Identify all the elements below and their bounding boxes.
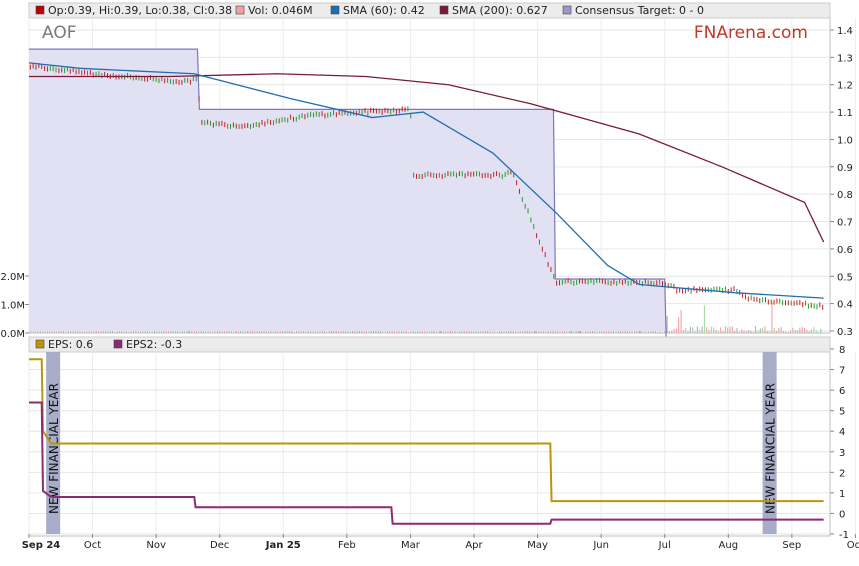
ticker-label: AOF bbox=[42, 23, 77, 43]
x-tick-label: Jul bbox=[658, 540, 671, 551]
sma-lines bbox=[28, 62, 825, 299]
eps-tick-label: 6 bbox=[839, 386, 845, 397]
price-tick-label: 1.0 bbox=[837, 135, 853, 146]
x-tick-label: Sep bbox=[782, 540, 801, 551]
price-tick-label: 1.4 bbox=[837, 26, 853, 37]
legend-label: Vol: 0.046M bbox=[248, 4, 313, 17]
price-legend-bar bbox=[28, 2, 831, 19]
eps-legend-bar bbox=[28, 336, 831, 353]
legend-label: EPS2: -0.3 bbox=[126, 338, 182, 351]
eps-tick-label: 5 bbox=[839, 407, 845, 418]
volume-y-ticks: 0.0M 1.0M 2.0M bbox=[0, 272, 29, 340]
x-tick-label: May bbox=[527, 540, 548, 551]
price-tick-label: 0.4 bbox=[837, 300, 853, 311]
x-tick-label: Oct bbox=[847, 540, 859, 551]
price-tick-label: 1.3 bbox=[837, 53, 853, 64]
x-tick-label: Oct bbox=[84, 540, 101, 551]
sma60-line bbox=[28, 62, 824, 299]
price-tick-label: 0.8 bbox=[837, 190, 853, 201]
eps-y-ticks: -1 0 1 2 3 4 5 6 7 8 bbox=[830, 345, 849, 541]
x-tick-label: Apr bbox=[465, 540, 483, 551]
legend-label: SMA (200): 0.627 bbox=[452, 4, 548, 17]
consensus-target-line bbox=[29, 48, 667, 362]
price-tick-label: 0.9 bbox=[837, 163, 853, 174]
legend-label: EPS: 0.6 bbox=[48, 338, 93, 351]
eps-tick-label: 4 bbox=[839, 427, 845, 438]
eps-panel-frame bbox=[28, 336, 831, 537]
legend-swatch bbox=[35, 5, 45, 15]
legend-label: Op:0.39, Hi:0.39, Lo:0.38, Cl:0.38 bbox=[48, 4, 232, 17]
fnarena-watermark: FNArena.com bbox=[694, 23, 808, 43]
volume-tick-label: 2.0M bbox=[0, 272, 25, 283]
legend-swatch bbox=[562, 5, 572, 15]
x-axis-ticks: Sep 24 Oct Nov Dec Jan 25 Feb Mar Apr May Jun Jul A… bbox=[22, 534, 859, 551]
legend-swatch bbox=[113, 339, 123, 349]
price-tick-label: 1.1 bbox=[837, 108, 853, 119]
legend-swatch bbox=[35, 339, 45, 349]
price-legend: Op:0.39, Hi:0.39, Lo:0.38, Cl:0.38 Vol: 0… bbox=[35, 4, 704, 17]
volume-tick-label: 0.0M bbox=[0, 329, 25, 340]
financial-year-label: NEW FINANCIAL YEAR bbox=[764, 383, 778, 514]
price-tick-label: 0.3 bbox=[837, 327, 853, 338]
x-tick-label: Sep 24 bbox=[22, 540, 61, 551]
legend-swatch bbox=[330, 5, 340, 15]
price-y-ticks: 0.3 0.4 0.5 0.6 0.7 0.8 0.9 1.0 1.1 1.2 1.3 1.4 bbox=[830, 26, 853, 338]
legend-swatch bbox=[235, 5, 245, 15]
eps-tick-label: -1 bbox=[839, 530, 849, 541]
x-tick-label: Dec bbox=[210, 540, 229, 551]
x-tick-label: Nov bbox=[146, 540, 166, 551]
price-tick-label: 0.7 bbox=[837, 218, 853, 229]
eps-tick-label: 0 bbox=[839, 509, 845, 520]
x-tick-label: Jun bbox=[592, 540, 609, 551]
eps-grid bbox=[28, 348, 856, 535]
volume-tick-label: 1.0M bbox=[0, 301, 25, 312]
x-tick-label: Feb bbox=[338, 540, 356, 551]
financial-year-band bbox=[762, 352, 777, 534]
price-tick-label: 1.2 bbox=[837, 81, 853, 92]
consensus-target-fill bbox=[29, 49, 666, 332]
eps-tick-label: 2 bbox=[839, 468, 845, 479]
eps-legend: EPS: 0.6 EPS2: -0.3 bbox=[35, 338, 182, 351]
price-tick-label: 0.6 bbox=[837, 245, 853, 256]
eps-tick-label: 3 bbox=[839, 448, 845, 459]
price-tick-label: 0.5 bbox=[837, 272, 853, 283]
eps-lines bbox=[29, 358, 824, 525]
eps-tick-label: 7 bbox=[839, 366, 845, 377]
legend-label: SMA (60): 0.42 bbox=[343, 4, 425, 17]
consensus-target-area bbox=[29, 48, 667, 362]
legend-swatch bbox=[439, 5, 449, 15]
sma200-line bbox=[29, 73, 825, 243]
legend-label: Consensus Target: 0 - 0 bbox=[575, 4, 704, 17]
eps2-line bbox=[29, 401, 824, 525]
financial-year-label: NEW FINANCIAL YEAR bbox=[47, 383, 61, 514]
x-tick-label: Mar bbox=[401, 540, 421, 551]
x-tick-label: Aug bbox=[719, 540, 739, 551]
eps-tick-label: 1 bbox=[839, 489, 845, 500]
eps-line bbox=[29, 358, 824, 503]
x-tick-label: Jan 25 bbox=[265, 540, 301, 551]
eps-tick-label: 8 bbox=[839, 345, 845, 356]
